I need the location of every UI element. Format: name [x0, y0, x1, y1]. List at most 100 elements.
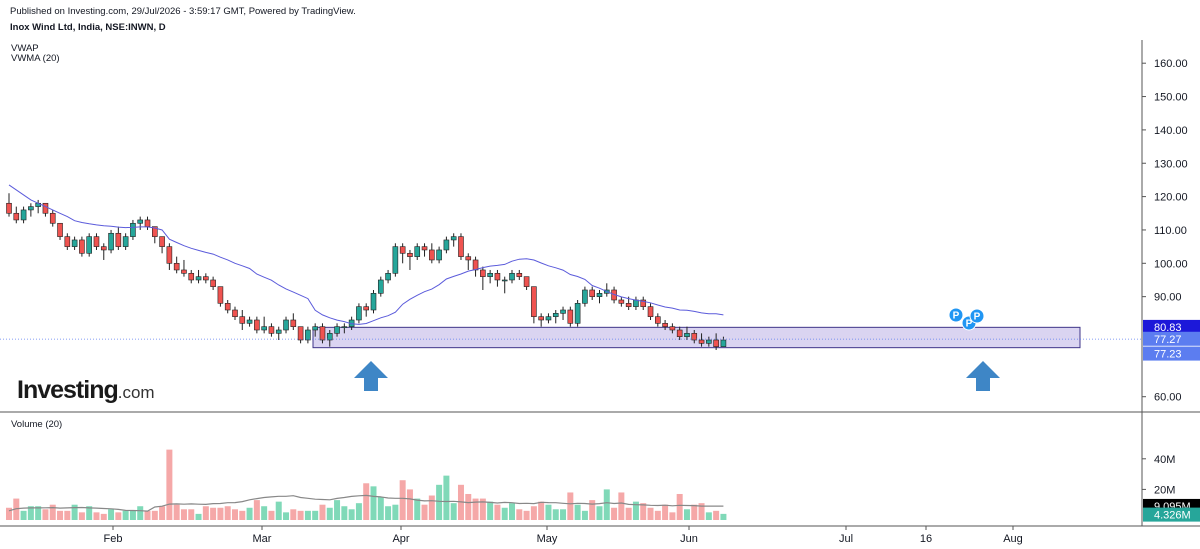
candle-body	[224, 303, 231, 311]
volume-bar	[86, 506, 93, 520]
candle-body	[720, 339, 727, 347]
investing-logo: Investing.com	[17, 376, 155, 404]
axes: 60.00 90.00 100.00 110.00 120.00 130.00 140.00…	[104, 58, 1200, 545]
volume-bar	[290, 509, 297, 520]
p-badge-label: P	[966, 319, 973, 330]
volume-bar	[530, 506, 537, 520]
candle-body	[6, 202, 12, 214]
volume-bar	[567, 492, 574, 520]
indicator-vwma-label[interactable]: VWMA (20)	[11, 53, 60, 64]
last-volume-label: 4.326M	[1154, 510, 1191, 522]
volume-bar	[654, 510, 661, 520]
volume-bar	[574, 504, 581, 520]
volume-pane-title: Volume (20)	[11, 419, 63, 430]
p-badge-label: P	[974, 312, 981, 323]
y-tick-label: 130.00	[1154, 158, 1188, 170]
indicator-vwap-label[interactable]: VWAP	[11, 43, 39, 54]
candle-body	[436, 249, 442, 261]
volume-bar	[224, 506, 231, 520]
candle-body	[625, 303, 632, 307]
volume-bar	[385, 506, 392, 520]
volume-bar	[450, 503, 457, 520]
last-price-label-bg	[1143, 331, 1200, 346]
volume-bar	[20, 510, 27, 520]
volume-bar	[35, 506, 42, 520]
volume-bar	[42, 509, 49, 520]
volume-bar	[355, 503, 362, 520]
candle-body	[108, 232, 114, 251]
candle-body	[523, 276, 530, 287]
candle-body	[195, 276, 202, 281]
volume-bar	[122, 510, 129, 520]
candle-body	[713, 339, 719, 347]
candle-body	[596, 293, 603, 297]
candle-body	[662, 323, 668, 327]
candle-body	[698, 339, 705, 344]
volume-bar	[683, 509, 690, 520]
candle-body	[669, 326, 676, 331]
candle-body	[71, 239, 78, 247]
candle-body	[509, 273, 515, 281]
volume-bar	[538, 501, 545, 520]
candle-body	[86, 236, 92, 254]
volume-bar	[283, 512, 290, 520]
x-tick-label: Jun	[680, 533, 698, 545]
volume-bar	[509, 503, 516, 520]
published-header: Published on Investing.com, 29/Jul/2026 …	[10, 6, 356, 17]
volume-bar	[632, 501, 639, 520]
candle-body	[49, 212, 56, 224]
candle-body	[443, 239, 450, 251]
volume-bar	[377, 497, 384, 520]
volume-bar	[137, 506, 144, 520]
volume-bar	[341, 506, 348, 520]
candle-body	[531, 286, 537, 317]
candle-body	[275, 329, 282, 334]
candle-body	[115, 232, 122, 247]
volume-bar	[253, 500, 260, 520]
volume-bar	[319, 504, 326, 520]
y-tick-label: 90.00	[1154, 292, 1182, 304]
volume-bar	[304, 510, 311, 520]
volume-bar	[465, 493, 472, 520]
candle-body	[560, 309, 566, 314]
volume-bar	[188, 509, 195, 520]
volume-tick-label: 20M	[1154, 484, 1175, 496]
volume-bar	[239, 510, 246, 520]
volume-bar	[443, 475, 450, 520]
volume-bar	[370, 486, 377, 520]
y-tick-label: 160.00	[1154, 58, 1188, 70]
volume-bar	[472, 498, 479, 520]
candle-body	[501, 279, 508, 282]
candle-body	[458, 236, 464, 257]
vwap-price-label-bg	[1143, 346, 1200, 361]
candle-body	[159, 236, 165, 247]
volume-bar	[589, 500, 596, 520]
candle-body	[326, 333, 333, 341]
candle-body	[480, 269, 486, 277]
candle-body	[516, 273, 523, 277]
candle-body	[268, 326, 275, 334]
candle-body	[691, 333, 698, 341]
candle-body	[538, 316, 544, 321]
vwma-line	[8, 184, 724, 325]
volume-bar	[501, 507, 508, 520]
volume-bar	[93, 512, 100, 520]
last-volume-label-bg	[1143, 507, 1200, 522]
volume-bar	[180, 509, 187, 520]
volume-bar	[603, 489, 610, 520]
candle-body	[684, 333, 690, 337]
volume-bar	[64, 510, 71, 520]
x-tick-label: 16	[920, 533, 932, 545]
candle-body	[407, 252, 413, 257]
candle-body	[414, 246, 421, 257]
instrument-title: Inox Wind Ltd, India, NSE:INWN, D	[10, 22, 166, 33]
volume-bar	[640, 503, 647, 520]
candle-body	[254, 319, 260, 331]
candle-body	[261, 326, 267, 331]
vwma-price-label-bg	[1143, 319, 1200, 334]
volume-bar	[669, 512, 676, 520]
volume-bar	[151, 510, 158, 520]
candle-body	[450, 236, 457, 241]
candle-body	[144, 219, 151, 227]
